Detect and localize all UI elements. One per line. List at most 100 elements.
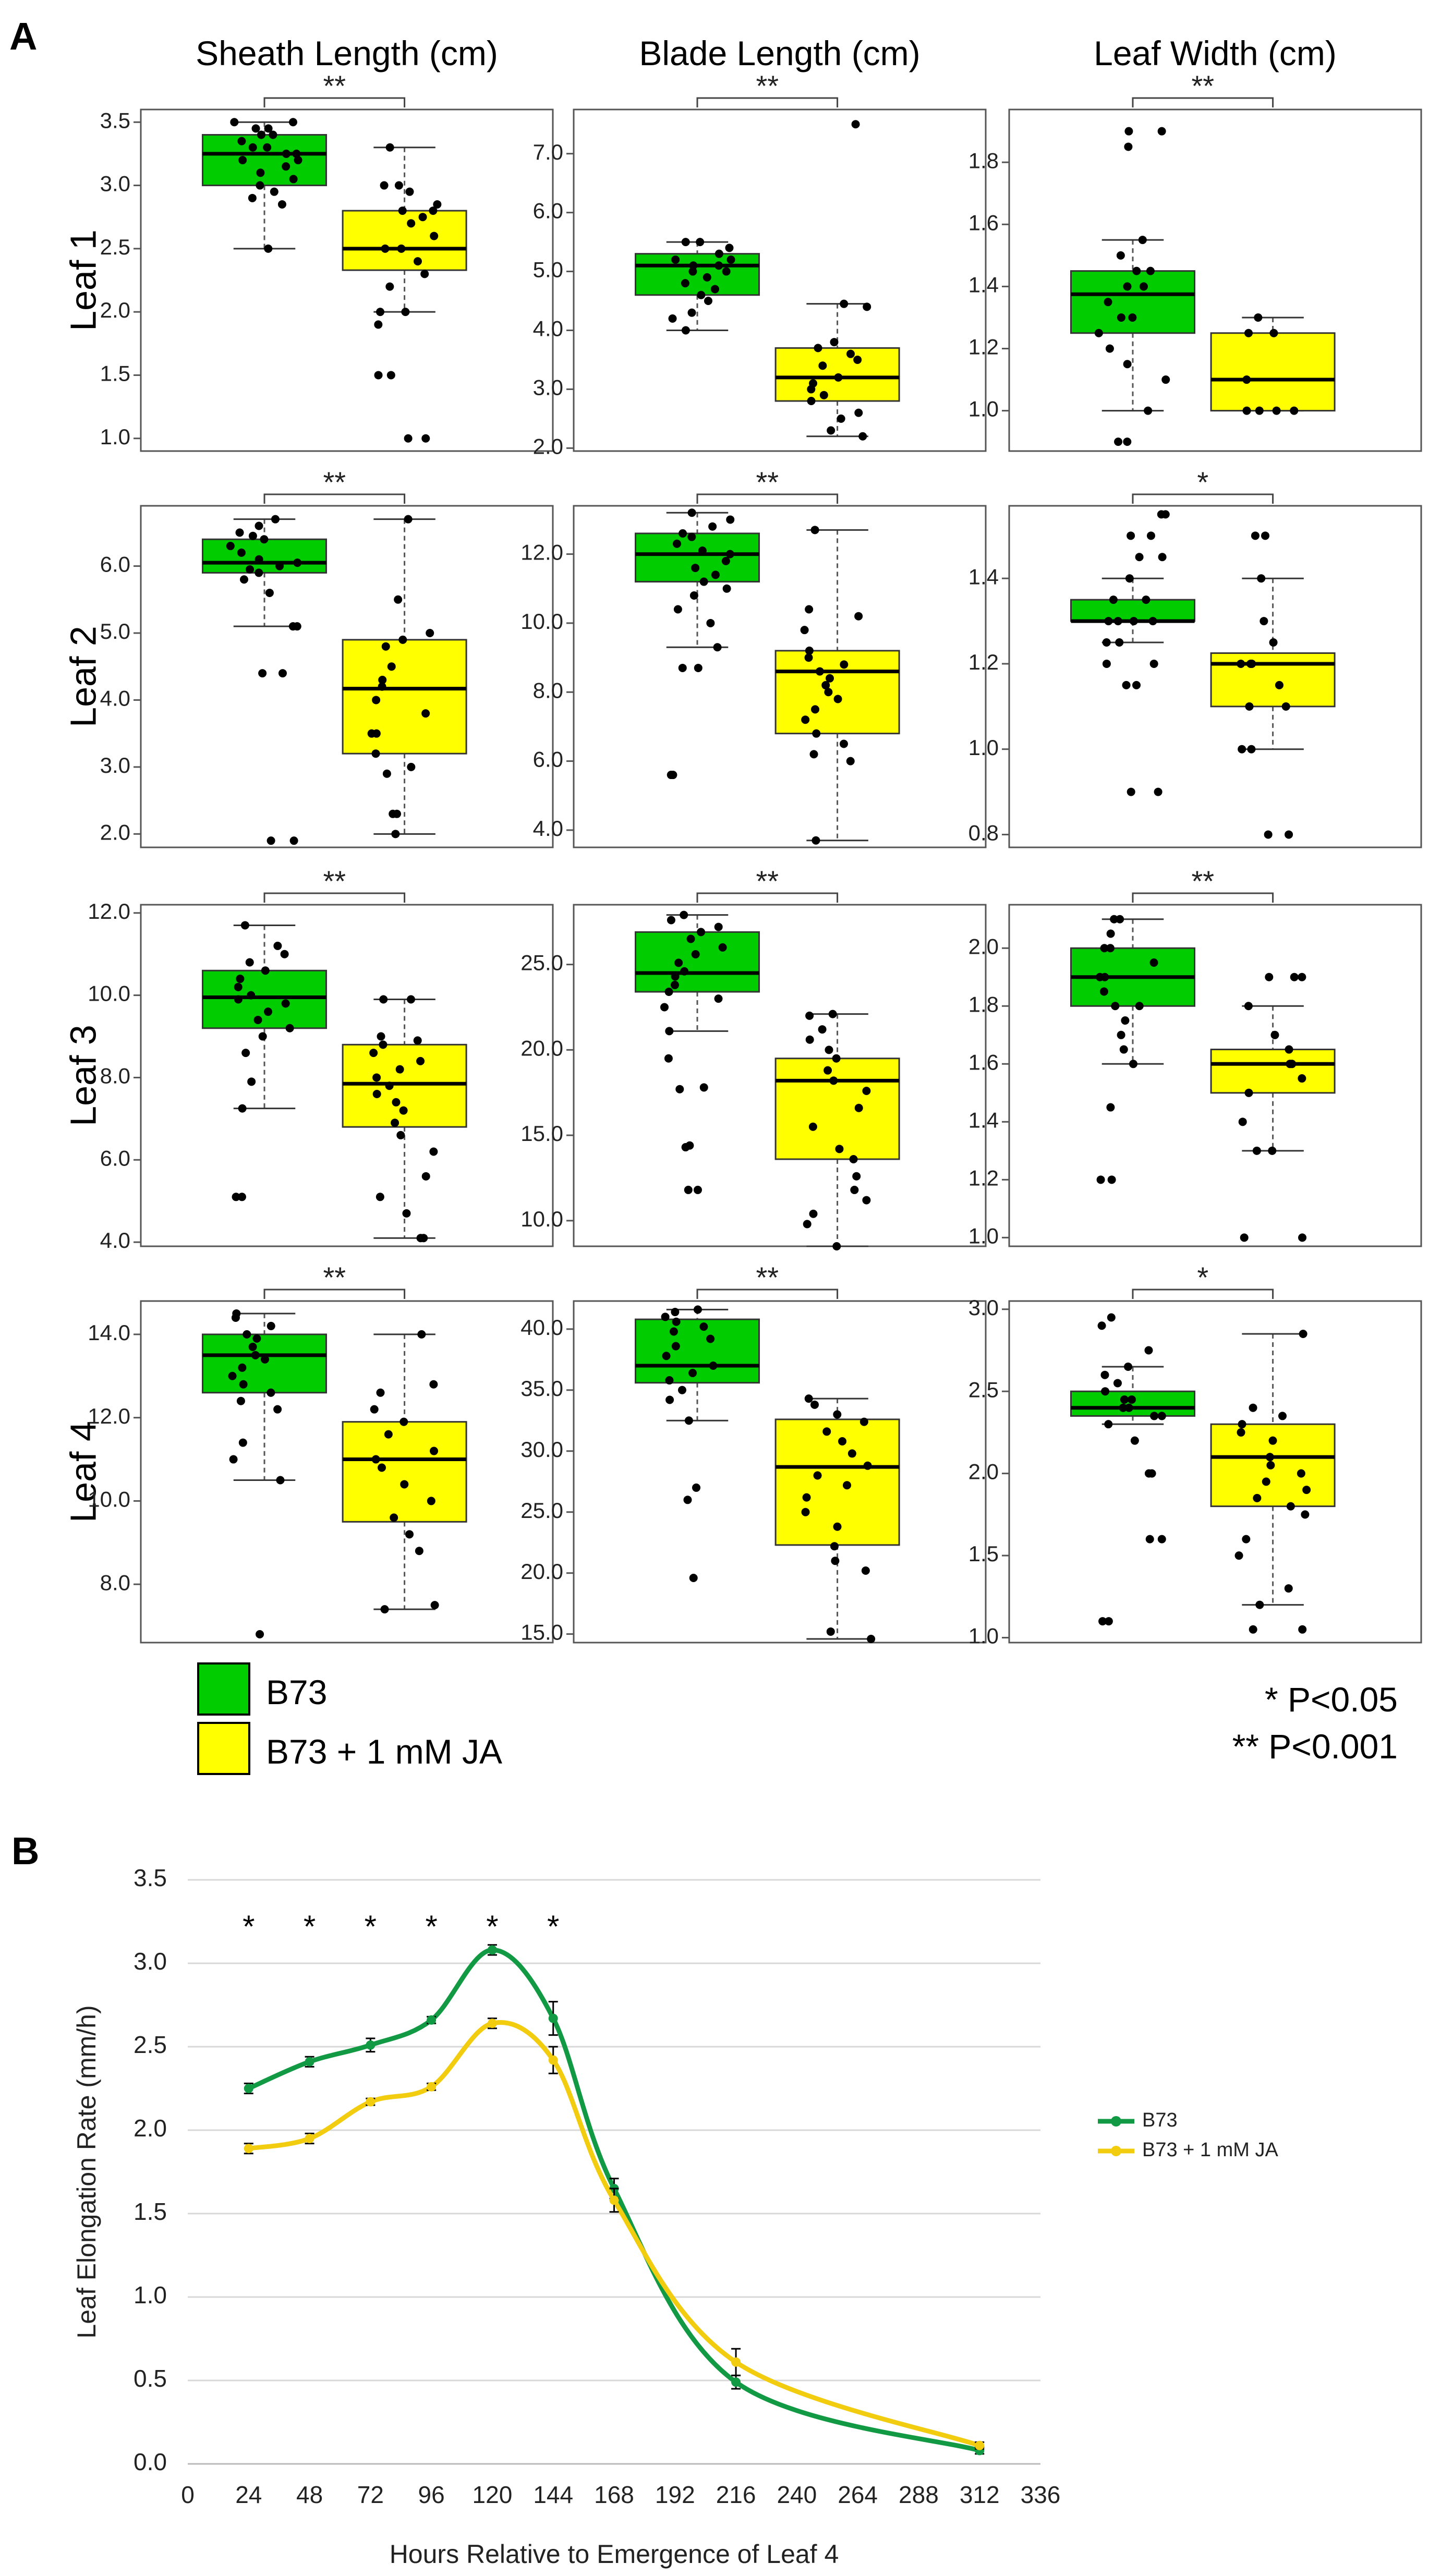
data-point	[248, 143, 257, 152]
data-point	[376, 1388, 385, 1397]
data-point	[1275, 681, 1283, 689]
data-point	[1100, 944, 1109, 953]
data-point	[1129, 1060, 1137, 1068]
data-point	[385, 282, 394, 291]
data-point	[849, 1155, 858, 1163]
data-point	[1106, 929, 1115, 938]
data-point	[1237, 659, 1245, 668]
data-point	[804, 653, 813, 662]
data-point	[372, 729, 381, 738]
box-ja	[342, 210, 467, 271]
data-point	[1124, 142, 1133, 151]
data-point	[1135, 1002, 1144, 1011]
data-point	[1298, 1074, 1306, 1083]
data-point	[407, 219, 416, 228]
data-point	[1132, 266, 1141, 275]
boxplot-panel: 1.0 1.5 2.0 2.5 3.0 *	[968, 1261, 1422, 1648]
data-point	[1105, 344, 1114, 353]
data-point	[722, 584, 731, 593]
x-tick-label: 192	[655, 2481, 695, 2508]
data-point	[829, 1076, 838, 1085]
data-point	[662, 1352, 671, 1360]
box-ja	[342, 639, 467, 755]
data-point	[686, 934, 695, 943]
panel-frame	[573, 505, 987, 848]
data-point	[238, 1104, 247, 1113]
p-value-note-1: * P<0.05	[1265, 1680, 1398, 1719]
data-point	[251, 124, 260, 133]
data-point	[370, 1405, 379, 1414]
data-point	[1251, 531, 1260, 540]
data-point	[1124, 1403, 1133, 1412]
data-point	[1262, 1477, 1270, 1486]
data-point	[377, 1032, 385, 1041]
significance-label: **	[756, 1261, 779, 1294]
legend-label-series-ja: B73 + 1 mM JA	[1142, 2139, 1278, 2161]
data-point	[1119, 1403, 1128, 1412]
y-tick-label: 2.0	[100, 820, 130, 844]
y-tick-label: 4.0	[100, 686, 130, 711]
series-ja-point	[975, 2440, 985, 2450]
series-ja-point	[305, 2134, 314, 2143]
data-point	[1129, 617, 1138, 626]
data-point	[861, 1566, 870, 1575]
data-point	[381, 642, 390, 651]
data-point	[697, 290, 706, 299]
data-point	[1154, 787, 1163, 796]
data-point	[381, 244, 390, 253]
data-point	[405, 1530, 414, 1539]
data-point	[396, 1131, 405, 1139]
data-point	[430, 232, 439, 240]
data-point	[232, 1193, 240, 1201]
x-tick-label: 168	[594, 2481, 634, 2508]
y-tick-label: 3.0	[134, 1948, 167, 1975]
significance-label: **	[323, 865, 346, 897]
boxplot-panel: 8.0 10.0 12.0 14.0 **	[88, 1261, 554, 1644]
series-b73-point	[731, 2377, 741, 2387]
data-point	[1147, 1469, 1156, 1478]
data-point	[854, 408, 863, 417]
data-point	[1161, 375, 1170, 384]
legend-b73-label: B73	[266, 1673, 327, 1711]
panel-frame	[1008, 1300, 1422, 1644]
series-ja-point	[366, 2097, 376, 2107]
data-point	[376, 1193, 384, 1201]
y-axis-title: Leaf Elongation Rate (mm/h)	[72, 2005, 101, 2338]
data-point	[278, 669, 287, 678]
data-point	[1257, 574, 1266, 583]
data-point	[415, 1547, 423, 1556]
data-point	[667, 771, 675, 780]
y-tick-label: 10.0	[88, 981, 130, 1006]
data-point	[811, 705, 820, 714]
data-point	[1097, 1321, 1106, 1330]
data-point	[1242, 1535, 1251, 1544]
significance-star: *	[486, 1909, 498, 1944]
data-point	[271, 515, 280, 524]
significance-bracket	[1132, 493, 1274, 504]
data-point	[421, 1172, 430, 1181]
data-point	[1146, 531, 1155, 540]
data-point	[684, 1185, 693, 1194]
data-point	[1107, 1175, 1116, 1184]
data-point	[376, 308, 385, 317]
significance-label: *	[1197, 466, 1208, 499]
y-tick-label: 6.0	[533, 747, 563, 772]
x-tick-label: 336	[1021, 2481, 1061, 2508]
data-point	[243, 1330, 251, 1339]
data-point	[1135, 553, 1144, 562]
data-point	[407, 762, 416, 771]
panel-frame	[1008, 505, 1422, 848]
boxplot-grid: Sheath Length (cm) Blade Length (cm) Leaf …	[63, 34, 1422, 1648]
data-point	[238, 1438, 247, 1447]
data-point	[289, 175, 298, 184]
y-tick-label: 15.0	[520, 1121, 563, 1146]
box-b73	[1070, 270, 1195, 334]
data-point	[1117, 1030, 1125, 1039]
data-point	[1253, 1493, 1262, 1502]
y-tick-label: 1.4	[968, 1108, 999, 1132]
y-tick-label: 3.5	[134, 1864, 167, 1891]
data-point	[276, 1476, 285, 1485]
data-point	[721, 556, 730, 565]
data-point	[1119, 1045, 1128, 1054]
